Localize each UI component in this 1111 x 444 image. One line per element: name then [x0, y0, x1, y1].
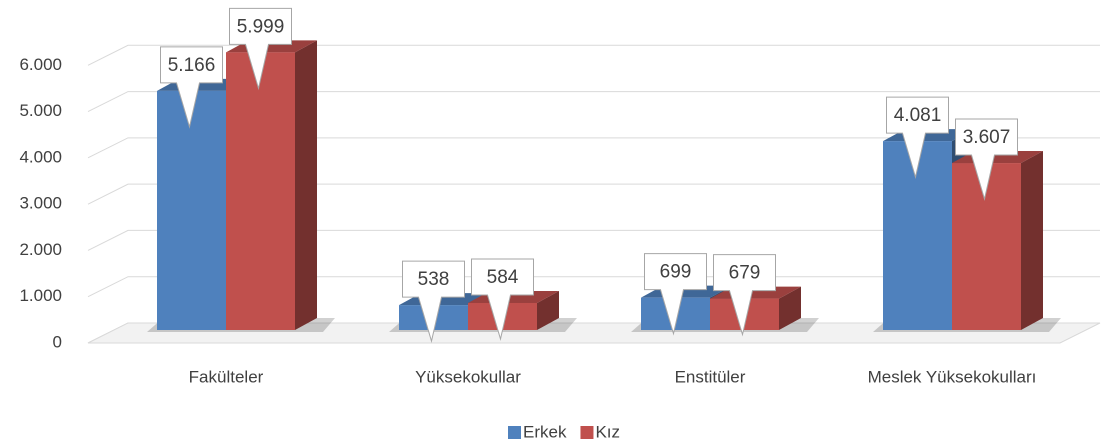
y-tick-label: 5.000 [19, 101, 62, 120]
data-label-callout: 538 [402, 260, 465, 344]
bar-side [1021, 151, 1043, 330]
callout-box [713, 254, 776, 337]
y-tick-label: 6.000 [19, 55, 62, 74]
data-label: 584 [487, 267, 519, 288]
y-tick-label: 1.000 [19, 286, 62, 305]
data-label-callout: 5.166 [160, 46, 223, 129]
bar-3d [226, 40, 317, 330]
legend-label: Erkek [523, 422, 567, 441]
data-label-callout: 679 [713, 254, 776, 337]
data-label: 679 [729, 263, 761, 284]
data-label: 3.607 [963, 127, 1011, 148]
callout-box [644, 253, 707, 336]
x-tick-label: Yüksekokullar [415, 367, 521, 386]
grid-line [87, 183, 1100, 205]
legend-label: Kız [595, 422, 620, 441]
x-tick-label: Enstitüler [675, 367, 746, 386]
grid-line [87, 137, 1100, 159]
bar-3d [468, 290, 559, 330]
data-label-callout: 584 [471, 258, 534, 341]
y-tick-label: 4.000 [19, 147, 62, 166]
y-tick-label: 2.000 [19, 240, 62, 259]
callout-box [955, 118, 1018, 202]
data-label: 699 [660, 262, 692, 283]
bar-3d [952, 151, 1043, 330]
legend-swatch [508, 426, 521, 439]
bar-side [537, 290, 559, 330]
bar [157, 90, 226, 330]
callout-box [160, 46, 223, 129]
legend-swatch [580, 426, 594, 439]
bar-side [295, 40, 317, 330]
callout-box [402, 260, 465, 344]
x-tick-label: Fakülteler [189, 367, 264, 386]
data-label: 5.999 [237, 16, 285, 37]
data-label: 4.081 [894, 105, 942, 126]
bar [226, 52, 295, 330]
bar-3d [710, 286, 801, 330]
data-label: 5.166 [168, 55, 216, 76]
data-label-callout: 3.607 [955, 118, 1018, 202]
x-tick-label: Meslek Yüksekokulları [868, 367, 1037, 386]
data-label-callout: 4.081 [886, 96, 949, 180]
data-label-callout: 699 [644, 253, 707, 336]
callout-box [229, 7, 292, 91]
callout-box [886, 96, 949, 180]
data-label: 538 [418, 269, 450, 290]
grid-line [87, 44, 1100, 66]
grid-line [87, 229, 1100, 251]
callout-box [471, 258, 534, 341]
y-tick-label: 0 [53, 332, 62, 351]
y-tick-label: 3.000 [19, 194, 62, 213]
bar [883, 141, 952, 330]
floor [87, 322, 1101, 344]
data-label-callout: 5.999 [229, 7, 292, 91]
grid-line [87, 91, 1100, 113]
bar-side [779, 286, 801, 330]
